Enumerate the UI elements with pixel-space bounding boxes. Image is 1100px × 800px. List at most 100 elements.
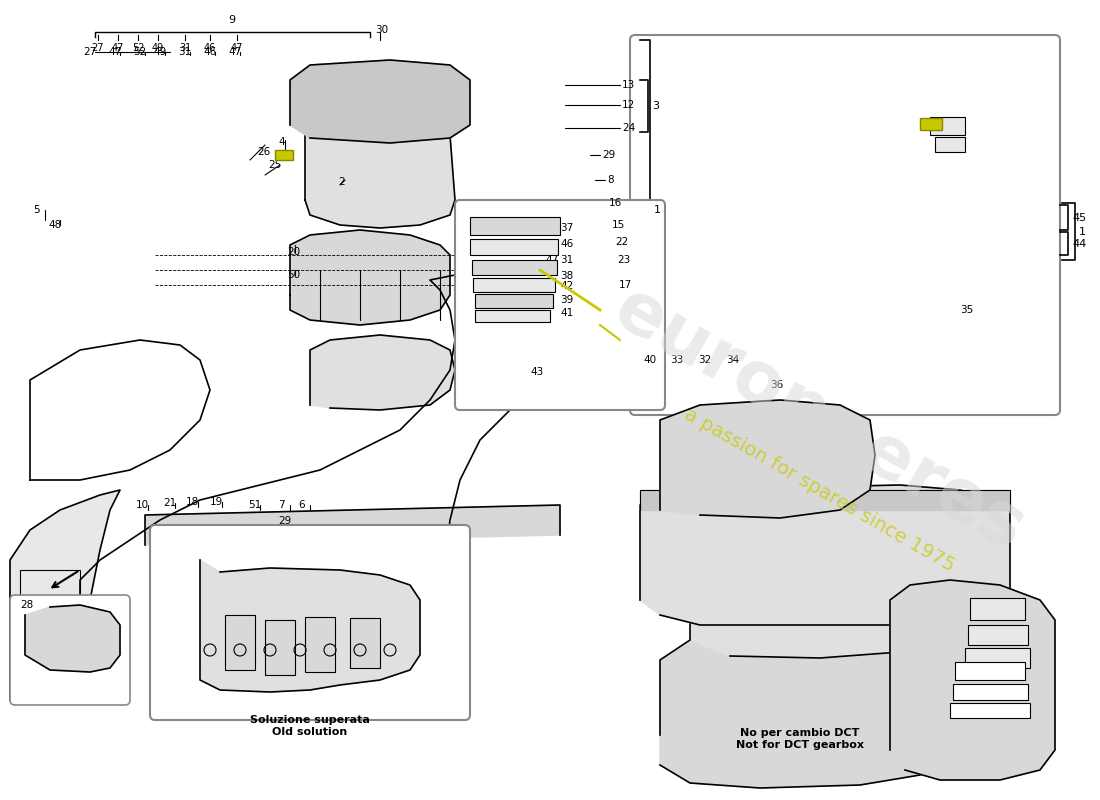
Text: 20: 20	[287, 247, 300, 257]
Polygon shape	[290, 230, 450, 325]
Text: 42: 42	[560, 281, 573, 291]
Polygon shape	[640, 485, 1010, 625]
Text: 44: 44	[1072, 239, 1087, 249]
Bar	[970, 598, 1025, 620]
Bar	[950, 703, 1030, 718]
Text: 27: 27	[82, 47, 97, 57]
Text: 51: 51	[248, 500, 262, 510]
Text: 9: 9	[229, 15, 235, 25]
Text: 28: 28	[20, 600, 33, 610]
Text: 47: 47	[108, 47, 121, 57]
Text: 36: 36	[770, 380, 783, 390]
Bar	[505, 367, 535, 385]
Text: 41: 41	[560, 308, 573, 318]
Polygon shape	[145, 505, 560, 545]
Text: 33: 33	[670, 355, 683, 365]
Text: 19: 19	[210, 497, 223, 507]
Text: 50: 50	[287, 270, 300, 280]
Polygon shape	[640, 490, 1010, 510]
Text: 45: 45	[1072, 213, 1086, 223]
Text: 23: 23	[617, 255, 630, 265]
Bar	[226, 615, 255, 670]
Text: 17: 17	[619, 280, 632, 290]
Text: 7: 7	[278, 500, 285, 510]
FancyBboxPatch shape	[455, 200, 666, 410]
Text: 5: 5	[33, 205, 40, 215]
Text: 12: 12	[621, 100, 636, 110]
Text: 40: 40	[644, 355, 656, 365]
Text: europaeres: europaeres	[603, 274, 1037, 566]
Polygon shape	[310, 335, 455, 410]
Text: 35: 35	[960, 305, 974, 315]
Text: 18: 18	[186, 497, 199, 507]
Polygon shape	[305, 115, 455, 228]
Polygon shape	[690, 595, 930, 658]
Polygon shape	[890, 580, 1055, 780]
Polygon shape	[10, 490, 120, 700]
Text: 8: 8	[607, 175, 614, 185]
Text: 34: 34	[726, 355, 739, 365]
Polygon shape	[660, 628, 960, 788]
Bar	[935, 137, 965, 152]
Text: 22: 22	[615, 237, 628, 247]
Bar	[475, 310, 550, 322]
Bar	[350, 618, 380, 668]
Text: 16: 16	[609, 198, 623, 208]
FancyBboxPatch shape	[630, 35, 1060, 415]
Text: 29: 29	[602, 150, 615, 160]
Bar	[20, 570, 80, 605]
Text: No per cambio DCT
Not for DCT gearbox: No per cambio DCT Not for DCT gearbox	[736, 728, 864, 750]
Text: Soluzione superata
Old solution: Soluzione superata Old solution	[250, 715, 370, 737]
Text: 6: 6	[298, 500, 305, 510]
Text: 47: 47	[228, 47, 241, 57]
Text: 3: 3	[652, 101, 659, 111]
Text: 39: 39	[560, 295, 573, 305]
Bar	[472, 260, 557, 275]
Text: 10: 10	[136, 500, 150, 510]
Text: 32: 32	[698, 355, 712, 365]
Text: 11: 11	[220, 600, 233, 610]
Bar	[968, 625, 1028, 645]
Text: 46: 46	[204, 47, 217, 57]
Text: 1: 1	[1079, 227, 1086, 237]
Text: 26: 26	[257, 147, 271, 157]
Text: 15: 15	[612, 220, 625, 230]
Bar	[510, 345, 544, 365]
Text: 46: 46	[204, 43, 216, 53]
Bar	[930, 117, 965, 135]
Text: 52: 52	[133, 47, 146, 57]
Text: 13: 13	[621, 80, 636, 90]
Text: 2: 2	[338, 177, 344, 187]
Text: 47: 47	[231, 43, 243, 53]
Bar	[470, 217, 560, 235]
Text: 37: 37	[560, 223, 573, 233]
Text: 52: 52	[132, 43, 144, 53]
Bar	[920, 118, 942, 130]
Text: 14: 14	[285, 600, 298, 610]
Text: 31: 31	[179, 43, 191, 53]
Bar	[470, 239, 558, 255]
Text: 31: 31	[560, 255, 573, 265]
Text: 49: 49	[152, 43, 164, 53]
Bar	[475, 294, 553, 308]
Text: 38: 38	[560, 271, 573, 281]
Bar	[305, 617, 336, 672]
Polygon shape	[660, 400, 874, 518]
Polygon shape	[25, 605, 120, 672]
Text: 46: 46	[560, 239, 573, 249]
Text: 4: 4	[278, 137, 285, 147]
Polygon shape	[500, 225, 625, 330]
Polygon shape	[290, 60, 470, 143]
FancyBboxPatch shape	[10, 595, 130, 705]
Bar	[500, 315, 540, 340]
Text: 24: 24	[621, 123, 636, 133]
Polygon shape	[200, 560, 420, 692]
Bar	[953, 684, 1028, 700]
Text: 47: 47	[544, 255, 558, 265]
Text: 47: 47	[112, 43, 124, 53]
Text: 29: 29	[278, 516, 292, 526]
Text: 25: 25	[268, 160, 282, 170]
Bar	[955, 662, 1025, 680]
FancyBboxPatch shape	[150, 525, 470, 720]
Text: 30: 30	[375, 25, 388, 35]
